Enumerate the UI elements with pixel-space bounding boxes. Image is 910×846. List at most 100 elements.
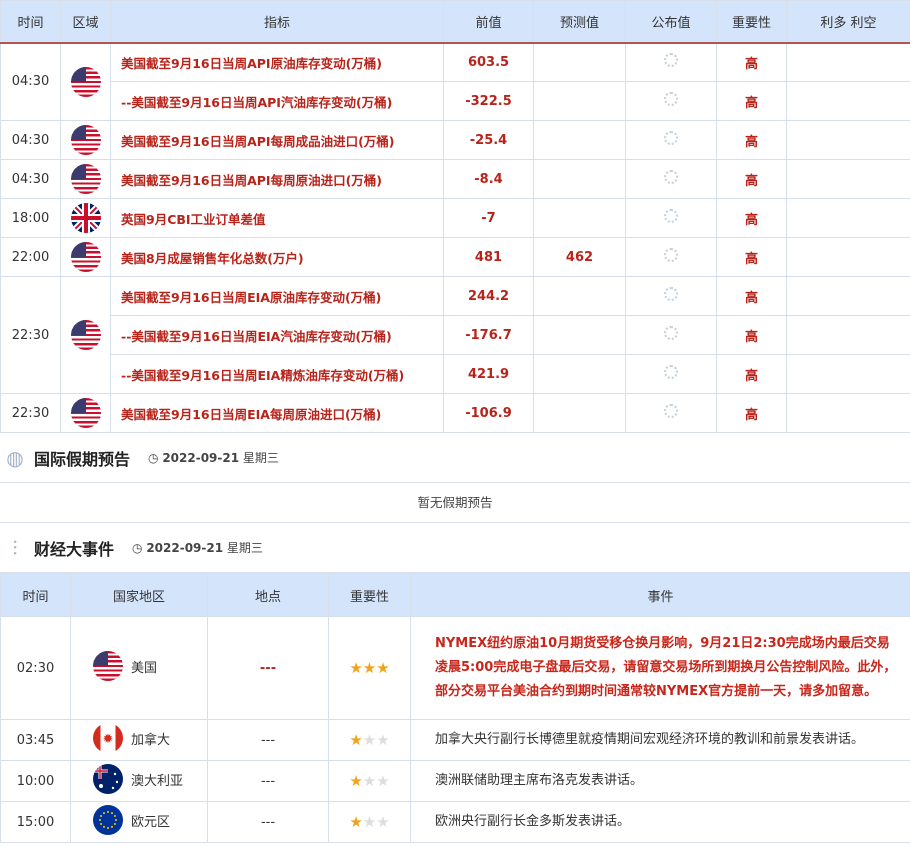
forecast-value (533, 276, 626, 316)
australia-flag-icon (93, 764, 123, 794)
effect-value (786, 198, 910, 238)
importance-stars: ★★★ (328, 616, 411, 720)
indicator-link[interactable]: 美国截至9月16日当周EIA原油库存变动(万桶) (110, 276, 444, 316)
country-cell: 欧元区 (70, 801, 208, 843)
event-row: 10:00 澳大利亚 --- ★★★ 澳洲联储助理主席布洛克发表讲话。 (0, 760, 910, 802)
event-description: 欧洲央行副行长金多斯发表讲话。 (410, 801, 910, 843)
previous-value: -8.4 (443, 159, 534, 199)
star-icon: ★ (362, 731, 377, 749)
region-cell (60, 42, 111, 121)
table-row: --美国截至9月16日当周EIA精炼油库存变动(万桶) 421.9 高 (1, 354, 910, 394)
events-section-header: ⫶ 财经大事件 ◷ 2022-09-21 星期三 (0, 523, 910, 573)
place-cell: --- (207, 801, 329, 843)
forecast-value (533, 159, 626, 199)
header-country: 国家地区 (70, 573, 208, 617)
star-icon: ★ (349, 772, 363, 790)
previous-value: -7 (443, 198, 534, 238)
effect-value (786, 120, 910, 160)
time-cell: 02:30 (0, 616, 71, 720)
us-flag-icon (70, 398, 101, 428)
event-row: 03:45 ✹ 加拿大 --- ★★★ 加拿大央行副行长博德里就疫情期间宏观经济环境的教训… (0, 719, 910, 761)
header-place: 地点 (207, 573, 329, 617)
time-cell: 04:30 (0, 159, 61, 199)
effect-value (786, 315, 910, 355)
header-forecast: 预测值 (533, 0, 626, 44)
previous-value: 421.9 (443, 354, 534, 394)
importance-value: 高 (716, 315, 787, 355)
header-importance: 重要性 (328, 573, 411, 617)
loading-spinner-icon (664, 404, 678, 418)
country-name: 加拿大 (131, 732, 171, 748)
time-cell: 22:00 (0, 237, 61, 277)
effect-value (786, 237, 910, 277)
place-cell: --- (207, 719, 329, 761)
actual-value (625, 159, 717, 199)
previous-value: -106.9 (443, 393, 534, 433)
eu-flag-icon (93, 805, 123, 835)
us-flag-icon (70, 164, 101, 194)
indicator-link[interactable]: 美国截至9月16日当周API每周原油进口(万桶) (110, 159, 444, 199)
effect-value (786, 276, 910, 316)
indicator-link[interactable]: --美国截至9月16日当周EIA精炼油库存变动(万桶) (110, 354, 444, 394)
loading-spinner-icon (664, 326, 678, 340)
country-name: 美国 (131, 660, 158, 676)
importance-stars: ★★★ (328, 760, 411, 802)
table-row: 04:30 美国截至9月16日当周API每周原油进口(万桶) -8.4 高 (0, 159, 910, 199)
time-cell: 22:30 (0, 393, 61, 433)
table-row: --美国截至9月16日当周API汽油库存变动(万桶) -322.5 高 (1, 81, 910, 121)
economic-calendar-table: 时间 区域 指标 前值 预测值 公布值 重要性 利多 利空 04:30 美国截至9月16日当周A… (0, 0, 910, 433)
actual-value (625, 198, 717, 238)
forecast-value (533, 198, 626, 238)
country-cell: 美国 (70, 616, 208, 720)
holiday-empty-message: 暂无假期预告 (0, 483, 910, 523)
time-cell: 10:00 (0, 760, 71, 802)
importance-stars: ★★★ (328, 801, 411, 843)
financial-events-table: 时间 国家地区 地点 重要性 事件 02:30 美国 --- ★★★ NYMEX纽约原油10月期… (0, 573, 910, 843)
region-cell (60, 120, 111, 160)
actual-value (625, 354, 717, 394)
clock-icon: ◷ (132, 541, 143, 555)
globe-icon: ◍ (6, 445, 24, 470)
header-time: 时间 (0, 0, 61, 44)
header-indicator: 指标 (110, 0, 444, 44)
importance-value: 高 (716, 42, 787, 82)
region-cell (60, 276, 111, 394)
indicator-link[interactable]: --美国截至9月16日当周API汽油库存变动(万桶) (110, 81, 444, 121)
indicator-link[interactable]: --美国截至9月16日当周EIA汽油库存变动(万桶) (110, 315, 444, 355)
time-cell: 03:45 (0, 719, 71, 761)
importance-value: 高 (716, 198, 787, 238)
sliders-icon: ⫶ (12, 535, 18, 560)
country-cell: 澳大利亚 (70, 760, 208, 802)
actual-value (625, 120, 717, 160)
importance-stars: ★★★ (328, 719, 411, 761)
previous-value: 603.5 (443, 42, 534, 82)
importance-value: 高 (716, 159, 787, 199)
effect-value (786, 81, 910, 121)
star-icon: ★ (349, 659, 363, 677)
place-cell: --- (207, 616, 329, 720)
indicator-link[interactable]: 美国截至9月16日当周API每周成品油进口(万桶) (110, 120, 444, 160)
us-flag-icon (70, 125, 101, 155)
table-row: 22:30 美国截至9月16日当周EIA原油库存变动(万桶) 244.2 高 (0, 276, 910, 394)
forecast-value (533, 120, 626, 160)
us-flag-icon (70, 320, 101, 350)
previous-value: 481 (443, 237, 534, 277)
indicator-link[interactable]: 美国8月成屋销售年化总数(万户) (110, 237, 444, 277)
place-cell: --- (207, 760, 329, 802)
indicator-link[interactable]: 美国截至9月16日当周API原油库存变动(万桶) (110, 42, 444, 82)
indicator-link[interactable]: 英国9月CBI工业订单差值 (110, 198, 444, 238)
clock-icon: ◷ (148, 451, 159, 465)
table-row: --美国截至9月16日当周EIA汽油库存变动(万桶) -176.7 高 (1, 315, 910, 355)
country-name: 澳大利亚 (131, 773, 184, 789)
importance-value: 高 (716, 237, 787, 277)
header-previous: 前值 (443, 0, 534, 44)
effect-value (786, 42, 910, 82)
indicator-link[interactable]: 美国截至9月16日当周EIA每周原油进口(万桶) (110, 393, 444, 433)
actual-value (625, 42, 717, 82)
table-row: 22:00 美国8月成屋销售年化总数(万户) 481 462 高 (0, 237, 910, 277)
uk-flag-icon (70, 203, 101, 233)
event-description: 澳洲联储助理主席布洛克发表讲话。 (410, 760, 910, 802)
holiday-date: ◷ 2022-09-21 星期三 (148, 451, 279, 465)
actual-value (625, 393, 717, 433)
star-icon: ★ (376, 772, 390, 790)
